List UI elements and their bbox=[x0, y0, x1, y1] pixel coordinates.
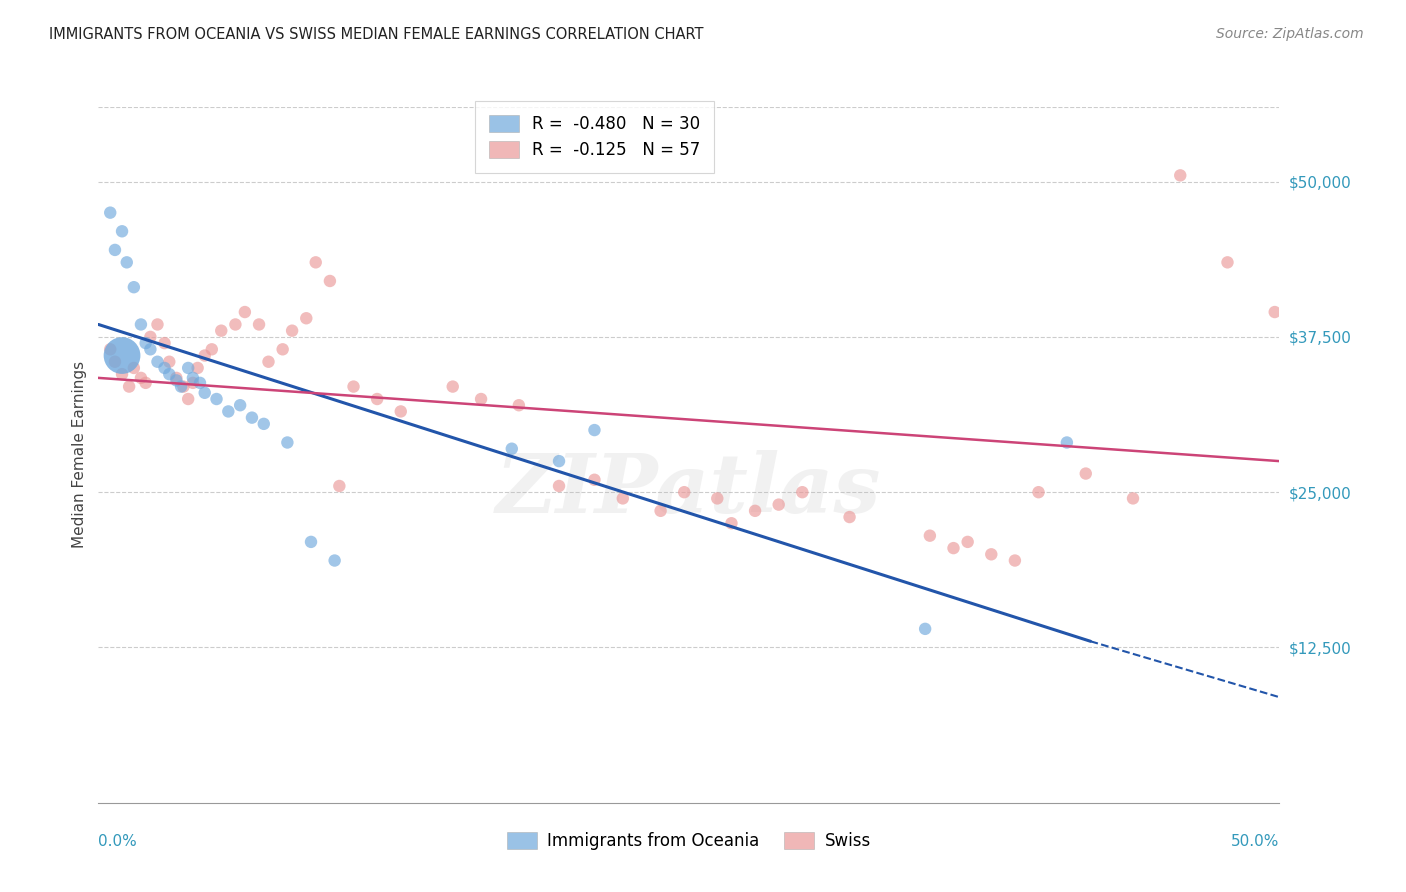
Text: IMMIGRANTS FROM OCEANIA VS SWISS MEDIAN FEMALE EARNINGS CORRELATION CHART: IMMIGRANTS FROM OCEANIA VS SWISS MEDIAN … bbox=[49, 27, 704, 42]
Point bbox=[170, 379, 193, 393]
Point bbox=[1216, 255, 1239, 269]
Point bbox=[548, 454, 571, 468]
Point bbox=[165, 371, 187, 385]
Point bbox=[1004, 553, 1026, 567]
Point bbox=[319, 274, 342, 288]
Point bbox=[146, 355, 169, 369]
Point bbox=[328, 479, 350, 493]
Point bbox=[942, 541, 965, 555]
Point bbox=[122, 360, 145, 375]
Point bbox=[194, 349, 217, 363]
Point bbox=[366, 392, 388, 406]
Point bbox=[115, 255, 138, 269]
Point bbox=[240, 410, 263, 425]
Point bbox=[229, 398, 252, 412]
Y-axis label: Median Female Earnings: Median Female Earnings bbox=[72, 361, 87, 549]
Point bbox=[98, 343, 121, 357]
Legend: Immigrants from Oceania, Swiss: Immigrants from Oceania, Swiss bbox=[501, 826, 877, 857]
Point bbox=[247, 318, 270, 332]
Point bbox=[118, 379, 141, 393]
Point bbox=[177, 360, 200, 375]
Point bbox=[768, 498, 790, 512]
Text: Source: ZipAtlas.com: Source: ZipAtlas.com bbox=[1216, 27, 1364, 41]
Point bbox=[104, 243, 127, 257]
Point bbox=[1074, 467, 1097, 481]
Point bbox=[673, 485, 696, 500]
Point bbox=[135, 376, 157, 390]
Point bbox=[980, 547, 1002, 561]
Point bbox=[187, 360, 209, 375]
Point bbox=[104, 355, 127, 369]
Point bbox=[205, 392, 228, 406]
Point bbox=[838, 510, 860, 524]
Point bbox=[1056, 435, 1078, 450]
Point bbox=[224, 318, 246, 332]
Point bbox=[253, 417, 276, 431]
Point bbox=[233, 305, 256, 319]
Point bbox=[157, 367, 180, 381]
Point bbox=[914, 622, 936, 636]
Point bbox=[98, 205, 121, 219]
Point bbox=[111, 224, 134, 238]
Point bbox=[650, 504, 672, 518]
Point bbox=[744, 504, 766, 518]
Point bbox=[1122, 491, 1144, 506]
Point bbox=[194, 385, 217, 400]
Point bbox=[295, 311, 318, 326]
Point bbox=[177, 392, 200, 406]
Text: 50.0%: 50.0% bbox=[1232, 834, 1279, 849]
Point bbox=[612, 491, 634, 506]
Point bbox=[129, 371, 152, 385]
Point bbox=[257, 355, 280, 369]
Point bbox=[501, 442, 523, 456]
Point bbox=[139, 330, 162, 344]
Point bbox=[201, 343, 224, 357]
Point bbox=[720, 516, 742, 531]
Point bbox=[1028, 485, 1050, 500]
Text: ZIPatlas: ZIPatlas bbox=[496, 450, 882, 530]
Point bbox=[706, 491, 728, 506]
Point bbox=[157, 355, 180, 369]
Point bbox=[305, 255, 328, 269]
Point bbox=[281, 324, 304, 338]
Point bbox=[276, 435, 298, 450]
Point bbox=[470, 392, 492, 406]
Point bbox=[129, 318, 152, 332]
Point bbox=[792, 485, 814, 500]
Point bbox=[956, 534, 979, 549]
Point bbox=[153, 360, 176, 375]
Point bbox=[441, 379, 464, 393]
Text: 0.0%: 0.0% bbox=[98, 834, 138, 849]
Point bbox=[146, 318, 169, 332]
Point bbox=[139, 343, 162, 357]
Point bbox=[299, 534, 322, 549]
Point bbox=[271, 343, 294, 357]
Point bbox=[1264, 305, 1286, 319]
Point bbox=[165, 373, 187, 387]
Point bbox=[209, 324, 232, 338]
Point bbox=[217, 404, 239, 418]
Point bbox=[583, 423, 606, 437]
Point bbox=[389, 404, 412, 418]
Point bbox=[122, 280, 145, 294]
Point bbox=[181, 371, 204, 385]
Point bbox=[508, 398, 530, 412]
Point bbox=[342, 379, 364, 393]
Point bbox=[172, 379, 194, 393]
Point bbox=[583, 473, 606, 487]
Point bbox=[111, 349, 134, 363]
Point bbox=[188, 376, 211, 390]
Point bbox=[135, 336, 157, 351]
Point bbox=[918, 529, 941, 543]
Point bbox=[153, 336, 176, 351]
Point bbox=[111, 367, 134, 381]
Point bbox=[548, 479, 571, 493]
Point bbox=[323, 553, 346, 567]
Point bbox=[181, 376, 204, 390]
Point bbox=[1168, 169, 1191, 183]
